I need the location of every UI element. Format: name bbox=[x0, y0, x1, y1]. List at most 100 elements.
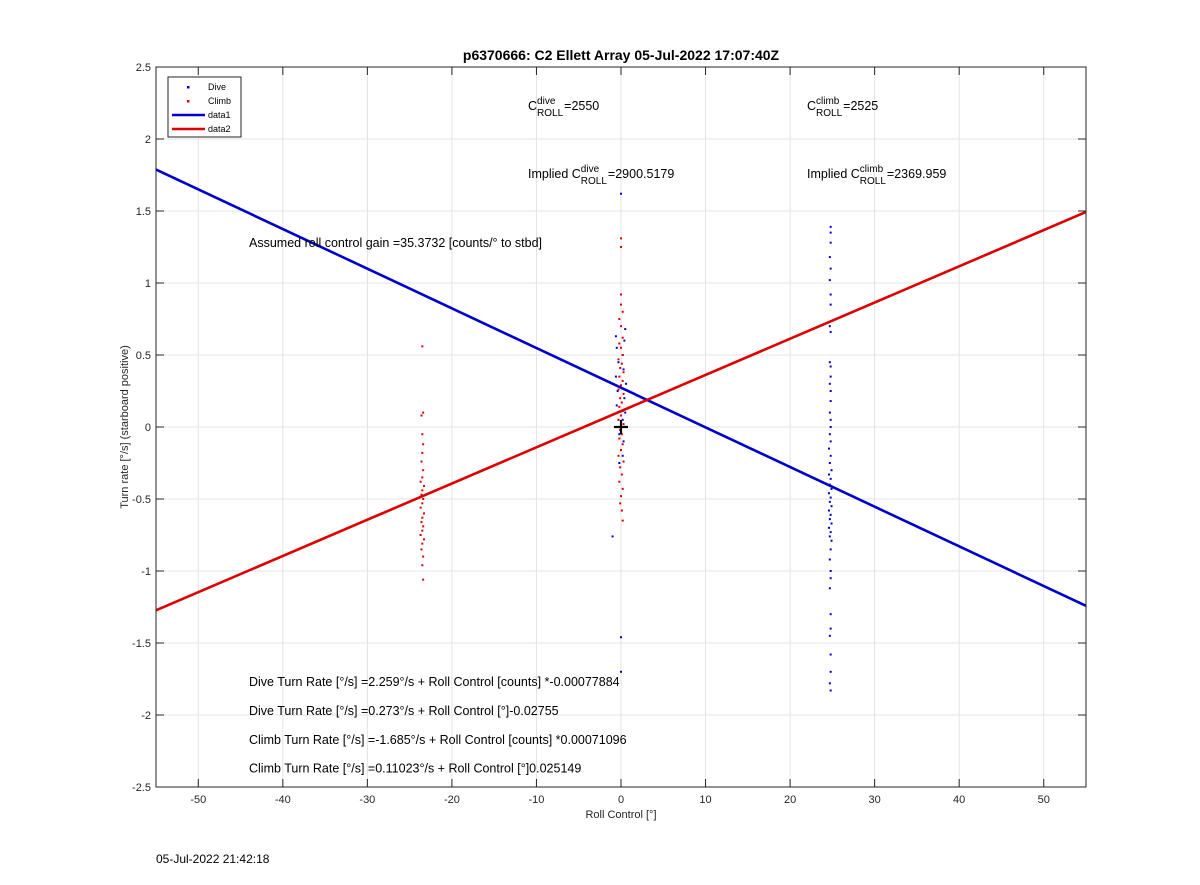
x-tick-label: -40 bbox=[275, 794, 291, 806]
y-tick-label: -2.5 bbox=[132, 782, 151, 794]
point-climb bbox=[619, 366, 622, 369]
annotation-suffix: =2900.5179 bbox=[608, 167, 674, 181]
point-dive bbox=[829, 241, 832, 244]
point-dive bbox=[829, 390, 832, 392]
point-dive bbox=[614, 375, 617, 378]
x-tick-label: -30 bbox=[359, 794, 375, 806]
annotation-sub: ROLL bbox=[581, 176, 608, 187]
point-climb bbox=[422, 469, 425, 472]
point-climb bbox=[620, 346, 622, 349]
point-climb bbox=[620, 401, 623, 404]
annotation-suffix: =2525 bbox=[843, 99, 878, 113]
point-climb bbox=[620, 473, 623, 476]
point-dive bbox=[829, 670, 832, 673]
point-climb bbox=[619, 466, 622, 469]
point-dive bbox=[827, 447, 830, 450]
annotation-eq1: Dive Turn Rate [°/s] =2.259°/s + Roll Co… bbox=[249, 675, 620, 689]
point-climb bbox=[620, 495, 622, 498]
point-dive bbox=[616, 390, 619, 392]
x-tick-label: -10 bbox=[529, 794, 545, 806]
point-climb bbox=[622, 460, 625, 463]
point-dive bbox=[829, 400, 832, 403]
annotation-sup: climb bbox=[860, 164, 884, 175]
point-climb bbox=[621, 443, 624, 446]
point-dive bbox=[620, 670, 622, 673]
point-dive bbox=[829, 548, 832, 551]
point-climb bbox=[420, 493, 423, 496]
point-dive bbox=[829, 267, 832, 270]
x-tick-label: 20 bbox=[784, 794, 796, 806]
annotation-eq4: Climb Turn Rate [°/s] =0.11023°/s + Roll… bbox=[249, 762, 581, 776]
point-dive bbox=[829, 375, 832, 378]
legend: Dive Climb data1 data2 bbox=[167, 76, 242, 138]
point-dive bbox=[618, 462, 621, 464]
point-climb bbox=[421, 542, 424, 545]
y-tick-label: 0 bbox=[145, 422, 151, 434]
point-climb bbox=[423, 512, 426, 515]
annotation-implied-climb: Implied Cclimb ROLL=2369.959 bbox=[807, 164, 946, 187]
point-dive bbox=[829, 225, 832, 228]
point-dive bbox=[829, 570, 832, 572]
point-climb bbox=[423, 538, 426, 541]
point-climb bbox=[617, 358, 620, 361]
point-dive bbox=[828, 682, 831, 685]
point-climb bbox=[621, 310, 624, 313]
point-climb bbox=[421, 433, 424, 436]
point-dive bbox=[829, 418, 832, 421]
point-dive bbox=[828, 433, 831, 436]
point-climb bbox=[421, 516, 424, 519]
point-climb bbox=[419, 534, 422, 536]
y-tick-label: -1.5 bbox=[132, 638, 151, 650]
point-dive bbox=[828, 382, 831, 385]
point-dive bbox=[830, 487, 833, 490]
point-climb bbox=[620, 414, 622, 417]
point-dive bbox=[829, 613, 832, 616]
legend-marker bbox=[187, 100, 190, 103]
point-climb bbox=[620, 449, 622, 452]
point-climb bbox=[620, 246, 622, 248]
point-climb bbox=[622, 371, 625, 374]
legend-box bbox=[167, 76, 242, 138]
point-dive bbox=[829, 627, 832, 630]
point-climb bbox=[420, 521, 423, 524]
point-dive bbox=[618, 433, 621, 436]
point-climb bbox=[420, 460, 423, 463]
annotation-sub: ROLL bbox=[537, 108, 564, 119]
point-climb bbox=[419, 480, 422, 483]
point-dive bbox=[828, 462, 831, 464]
legend-label: data2 bbox=[208, 124, 231, 134]
point-dive bbox=[829, 513, 832, 516]
point-climb bbox=[618, 480, 621, 483]
point-dive bbox=[622, 440, 625, 443]
point-dive bbox=[827, 492, 830, 495]
x-tick-label: -20 bbox=[444, 794, 460, 806]
point-dive bbox=[615, 404, 618, 407]
point-dive bbox=[828, 411, 831, 414]
point-dive bbox=[620, 192, 622, 195]
point-dive bbox=[830, 469, 833, 472]
point-climb bbox=[620, 303, 622, 306]
point-climb bbox=[618, 342, 621, 345]
x-tick-label: -50 bbox=[190, 794, 206, 806]
point-climb bbox=[421, 451, 424, 454]
point-climb bbox=[621, 410, 624, 413]
point-climb bbox=[422, 498, 425, 500]
point-dive bbox=[829, 330, 832, 333]
point-dive bbox=[621, 418, 624, 421]
point-dive bbox=[829, 454, 832, 457]
legend-label: Dive bbox=[208, 82, 226, 92]
point-dive bbox=[624, 328, 627, 331]
point-climb bbox=[617, 454, 620, 457]
point-dive bbox=[827, 526, 830, 529]
y-tick-label: -1 bbox=[141, 566, 151, 578]
point-climb bbox=[620, 433, 623, 436]
point-dive bbox=[828, 587, 831, 590]
point-climb bbox=[620, 384, 622, 387]
point-climb bbox=[619, 397, 622, 400]
x-tick-label: 10 bbox=[699, 794, 711, 806]
point-dive bbox=[830, 505, 833, 508]
point-dive bbox=[828, 361, 831, 364]
x-tick-label: 30 bbox=[869, 794, 881, 806]
